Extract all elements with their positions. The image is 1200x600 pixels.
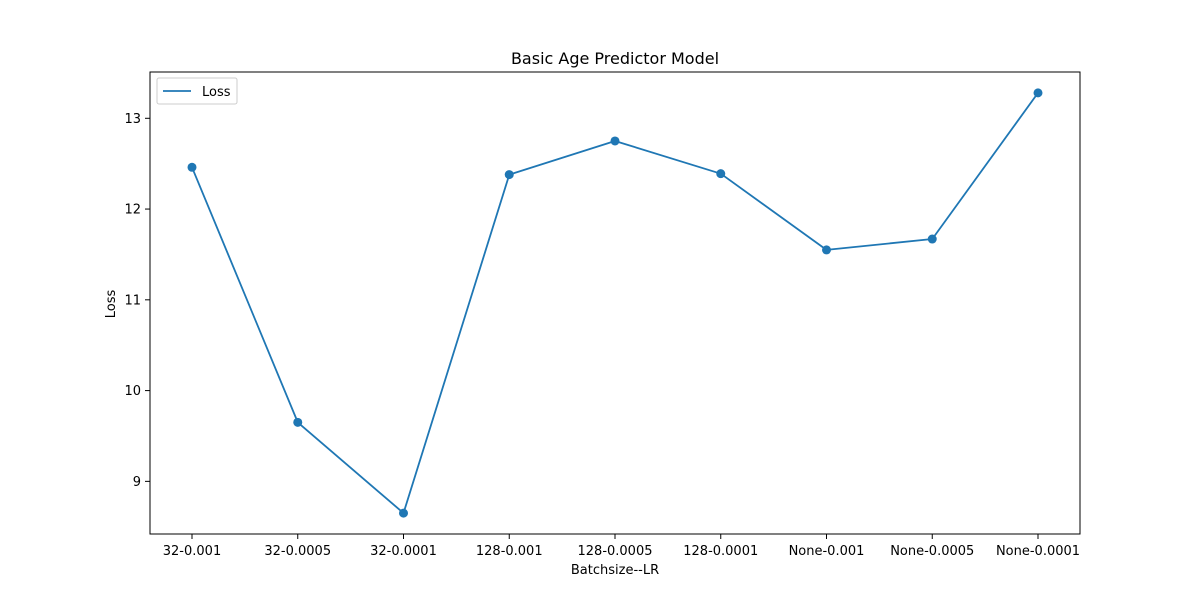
x-tick-label: 128-0.001 bbox=[476, 544, 543, 559]
x-tick-label: 32-0.001 bbox=[163, 544, 221, 559]
series-layer bbox=[187, 88, 1043, 518]
x-axis: 32-0.001 32-0.0005 32-0.0001 128-0.001 128-0… bbox=[163, 534, 1080, 559]
chart-title: Basic Age Predictor Model bbox=[511, 49, 719, 68]
series-line bbox=[191, 92, 1039, 514]
legend: Loss bbox=[156, 77, 238, 105]
y-axis: 9 10 11 12 13 bbox=[124, 112, 150, 490]
y-tick-label: 9 bbox=[133, 475, 141, 490]
y-tick-label: 12 bbox=[124, 203, 141, 218]
legend-frame bbox=[156, 77, 238, 105]
data-point bbox=[504, 170, 514, 180]
y-tick-label: 11 bbox=[124, 293, 141, 308]
legend-label: Loss bbox=[202, 85, 231, 100]
x-axis-label: Batchsize--LR bbox=[571, 563, 659, 578]
x-tick-label: None-0.0005 bbox=[890, 544, 974, 559]
y-tick-label: 13 bbox=[124, 112, 141, 127]
x-tick-label: 128-0.0001 bbox=[683, 544, 758, 559]
x-tick-label: 128-0.0005 bbox=[578, 544, 653, 559]
y-axis-label: Loss bbox=[104, 290, 119, 319]
data-point bbox=[1033, 88, 1043, 98]
data-point bbox=[187, 162, 197, 172]
y-tick-label: 10 bbox=[124, 384, 141, 399]
data-point bbox=[927, 234, 937, 244]
x-tick-label: None-0.001 bbox=[789, 544, 865, 559]
data-point bbox=[399, 508, 408, 518]
data-point bbox=[716, 169, 726, 179]
data-point bbox=[293, 417, 303, 427]
x-tick-label: 32-0.0001 bbox=[370, 544, 437, 559]
data-point bbox=[610, 136, 620, 146]
x-tick-label: None-0.0001 bbox=[996, 544, 1080, 559]
data-point bbox=[822, 245, 831, 255]
x-tick-label: 32-0.0005 bbox=[264, 544, 331, 559]
